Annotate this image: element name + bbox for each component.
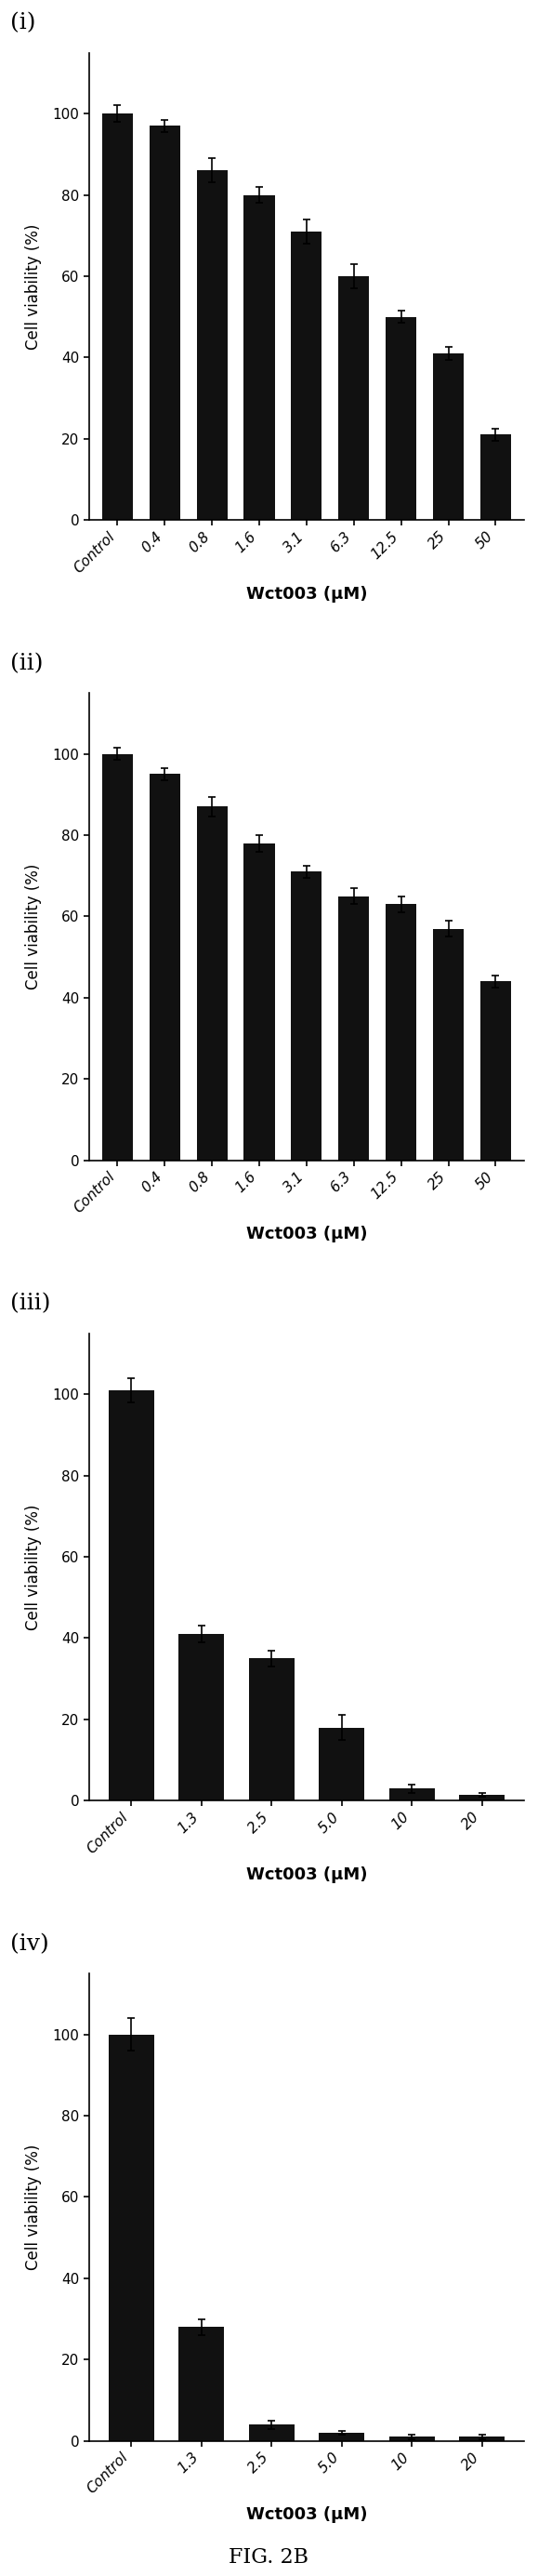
Text: (iii): (iii) (11, 1293, 51, 1314)
Bar (108, 1391, 154, 1801)
Bar (196, 170, 228, 520)
X-axis label: Wct003 (μM): Wct003 (μM) (246, 1868, 367, 1883)
Text: FIG. 2B: FIG. 2B (229, 2548, 309, 2568)
Bar (480, 981, 511, 1159)
Bar (244, 842, 274, 1159)
Bar (149, 775, 180, 1159)
Bar (149, 126, 180, 520)
Text: (i): (i) (11, 13, 36, 33)
Bar (389, 2437, 435, 2442)
Bar (102, 755, 133, 1159)
Bar (249, 1659, 294, 1801)
Bar (389, 1788, 435, 1801)
Bar (459, 2437, 505, 2442)
Bar (244, 196, 274, 520)
Bar (480, 435, 511, 520)
Text: (iv): (iv) (11, 1935, 49, 1955)
Bar (459, 1795, 505, 1801)
Bar (291, 871, 322, 1159)
Bar (338, 276, 369, 520)
Bar (386, 317, 416, 520)
Bar (319, 1728, 364, 1801)
Bar (108, 2035, 154, 2442)
X-axis label: Wct003 (μM): Wct003 (μM) (246, 585, 367, 603)
X-axis label: Wct003 (μM): Wct003 (μM) (246, 1226, 367, 1242)
Bar (102, 113, 133, 520)
Bar (433, 353, 464, 520)
Bar (291, 232, 322, 520)
Bar (433, 930, 464, 1159)
Bar (319, 2432, 364, 2442)
Y-axis label: Cell viability (%): Cell viability (%) (25, 863, 42, 989)
Bar (179, 1633, 224, 1801)
Y-axis label: Cell viability (%): Cell viability (%) (25, 2143, 42, 2269)
Bar (179, 2326, 224, 2442)
Bar (338, 896, 369, 1159)
Y-axis label: Cell viability (%): Cell viability (%) (25, 224, 42, 350)
Bar (249, 2424, 294, 2442)
Y-axis label: Cell viability (%): Cell viability (%) (25, 1504, 42, 1631)
Text: (ii): (ii) (11, 652, 44, 675)
Bar (196, 806, 228, 1159)
X-axis label: Wct003 (μM): Wct003 (μM) (246, 2506, 367, 2524)
Bar (386, 904, 416, 1159)
